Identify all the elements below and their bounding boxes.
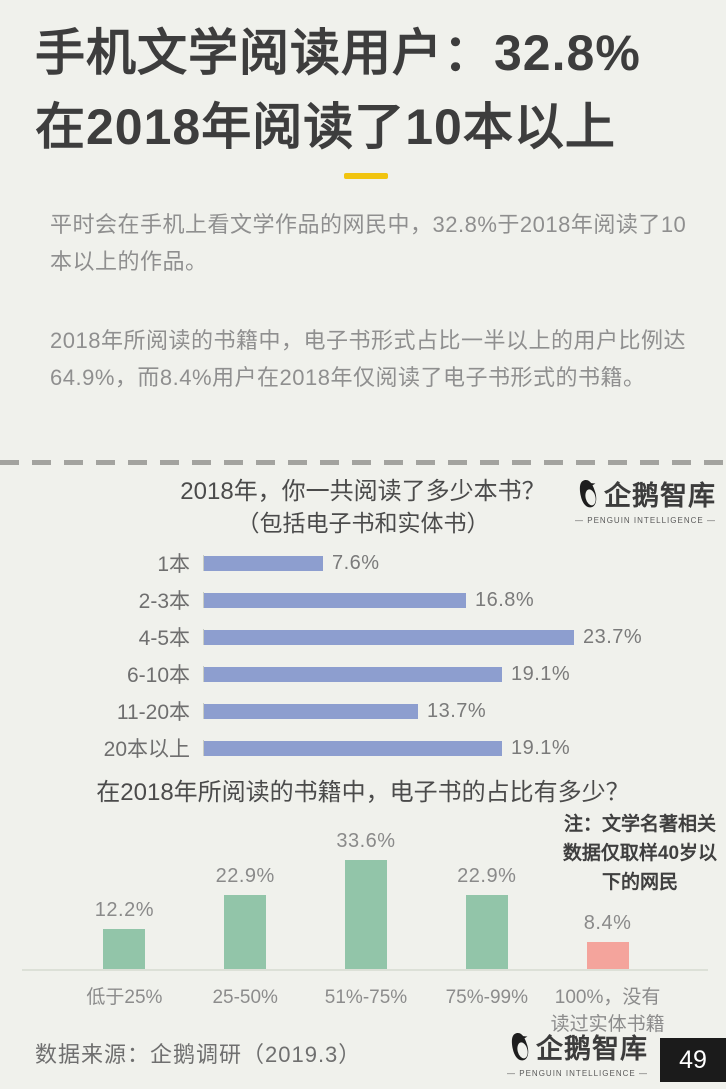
- hbar-category-label: 1本: [157, 553, 190, 576]
- chart-ebook-share: 在2018年所阅读的书籍中，电子书的占比有多少？ 注：文学名著相关数据仅取样40…: [0, 777, 726, 1038]
- hbar-track: 13.7%: [203, 700, 726, 722]
- penguin-icon: [511, 1032, 529, 1060]
- intro-paragraph-2: 2018年所阅读的书籍中，电子书形式占比一半以上的用户比例达64.9%，而8.4…: [50, 328, 686, 390]
- hbar-track: 19.1%: [203, 737, 726, 759]
- chart2-title: 在2018年所阅读的书籍中，电子书的占比有多少？: [96, 779, 630, 806]
- chart1-subtitle: （包括电子书和实体书）: [236, 510, 490, 536]
- chart1-title: 2018年，你一共阅读了多少本书？: [180, 478, 546, 505]
- vbar-category-label: 75%-99%: [445, 987, 528, 1008]
- hbar-category-label: 6-10本: [126, 664, 190, 687]
- hbar-row: 2-3本 16.8%: [100, 589, 726, 614]
- page-title: 手机文学阅读用户：32.8% 在2018年阅读了10本以上: [0, 0, 726, 179]
- page-footer: 数据来源：企鹅调研（2019.3） 企鹅智库 — PENGUIN INTELLI…: [0, 1021, 726, 1089]
- data-source-text: 数据来源：企鹅调研（2019.3）: [35, 1042, 362, 1067]
- hbar: [204, 629, 574, 645]
- chart2-bar-columns: 12.2% 22.9% 33.6% 22.9% 8.4%: [22, 809, 708, 971]
- hbar-value: 23.7%: [583, 625, 643, 648]
- hbar: [204, 592, 466, 608]
- vbar-value: 12.2%: [94, 899, 154, 921]
- hbar: [204, 703, 418, 719]
- vbar-category-label: 25-50%: [212, 987, 278, 1008]
- vbar-column: 33.6%: [306, 830, 427, 969]
- vbar-category-label: 低于25%: [86, 987, 163, 1008]
- hbar-track: 19.1%: [203, 663, 726, 685]
- vbar: [586, 942, 629, 969]
- title-accent-underline: [343, 173, 388, 179]
- hbar-category-label: 11-20本: [116, 701, 190, 724]
- hbar-track: 7.6%: [203, 552, 726, 574]
- penguin-intelligence-logo-bottom: 企鹅智库 — PENGUIN INTELLIGENCE —: [507, 1027, 648, 1078]
- page-number-badge: 49: [660, 1038, 726, 1082]
- hbar-category-label: 20本以上: [103, 738, 190, 761]
- vbar-category-label: 51%-75%: [324, 987, 408, 1008]
- logo-name: 企鹅智库: [536, 1034, 648, 1064]
- penguin-intelligence-logo-top: 企鹅智库 — PENGUIN INTELLIGENCE —: [575, 474, 716, 525]
- hbar-value: 19.1%: [511, 736, 571, 759]
- vbar-category-label: 100%，没有读过实体书籍: [550, 987, 665, 1035]
- hbar-value: 16.8%: [475, 588, 535, 611]
- vbar: [224, 895, 267, 969]
- hbar-row: 11-20本 13.7%: [100, 700, 726, 725]
- hbar-value: 7.6%: [332, 551, 380, 574]
- hbar-row: 20本以上 19.1%: [100, 737, 726, 762]
- hbar-value: 13.7%: [427, 699, 487, 722]
- hbar-row: 6-10本 19.1%: [100, 663, 726, 688]
- hbar: [204, 666, 502, 682]
- intro-paragraph-1: 平时会在手机上看文学作品的网民中，32.8%于2018年阅读了10本以上的作品。: [50, 212, 687, 274]
- vbar-column: 22.9%: [426, 865, 547, 969]
- sampling-note: 注：文学名著相关数据仅取样40岁以下的网民: [562, 814, 718, 893]
- page-title-line2: 在2018年阅读了10本以上: [35, 99, 616, 155]
- chart1-bar-rows: 1本 7.6% 2-3本 16.8% 4-5本 23.7% 6-10本 19.1% 11-20本…: [100, 552, 726, 762]
- hbar-track: 16.8%: [203, 589, 726, 611]
- chart-books-read-count: 2018年，你一共阅读了多少本书？ （包括电子书和实体书） 企鹅智库 — PEN…: [0, 474, 726, 762]
- hbar-category-label: 4-5本: [138, 627, 190, 650]
- hbar-category-label: 2-3本: [138, 590, 190, 613]
- logo-caption: — PENGUIN INTELLIGENCE —: [575, 516, 716, 525]
- hbar-value: 19.1%: [511, 662, 571, 685]
- vbar-column: 8.4%: [547, 912, 668, 969]
- vbar-column: 12.2%: [64, 899, 185, 969]
- chart2-category-labels: 低于25% 25-50% 51%-75% 75%-99% 100%，没有读过实体书籍: [22, 984, 708, 1038]
- vbar-column: 22.9%: [185, 865, 306, 969]
- penguin-icon: [579, 479, 597, 507]
- logo-caption: — PENGUIN INTELLIGENCE —: [507, 1069, 648, 1078]
- hbar-track: 23.7%: [203, 626, 726, 648]
- hbar-row: 4-5本 23.7%: [100, 626, 726, 651]
- vbar: [344, 860, 387, 969]
- vbar-value: 22.9%: [215, 865, 275, 887]
- logo-name: 企鹅智库: [604, 481, 716, 511]
- vbar-value: 22.9%: [457, 865, 517, 887]
- vbar-value: 8.4%: [583, 912, 632, 934]
- vbar: [465, 895, 508, 969]
- dashed-divider: [0, 460, 726, 465]
- page-title-line1: 手机文学阅读用户：32.8%: [35, 25, 641, 81]
- vbar-value: 33.6%: [336, 830, 396, 852]
- hbar: [204, 555, 323, 571]
- hbar-row: 1本 7.6%: [100, 552, 726, 577]
- vbar: [103, 929, 146, 969]
- chart2-plot-area: 12.2% 22.9% 33.6% 22.9% 8.4% 低于25% 25-50% 51%-…: [22, 809, 708, 1038]
- hbar: [204, 740, 502, 756]
